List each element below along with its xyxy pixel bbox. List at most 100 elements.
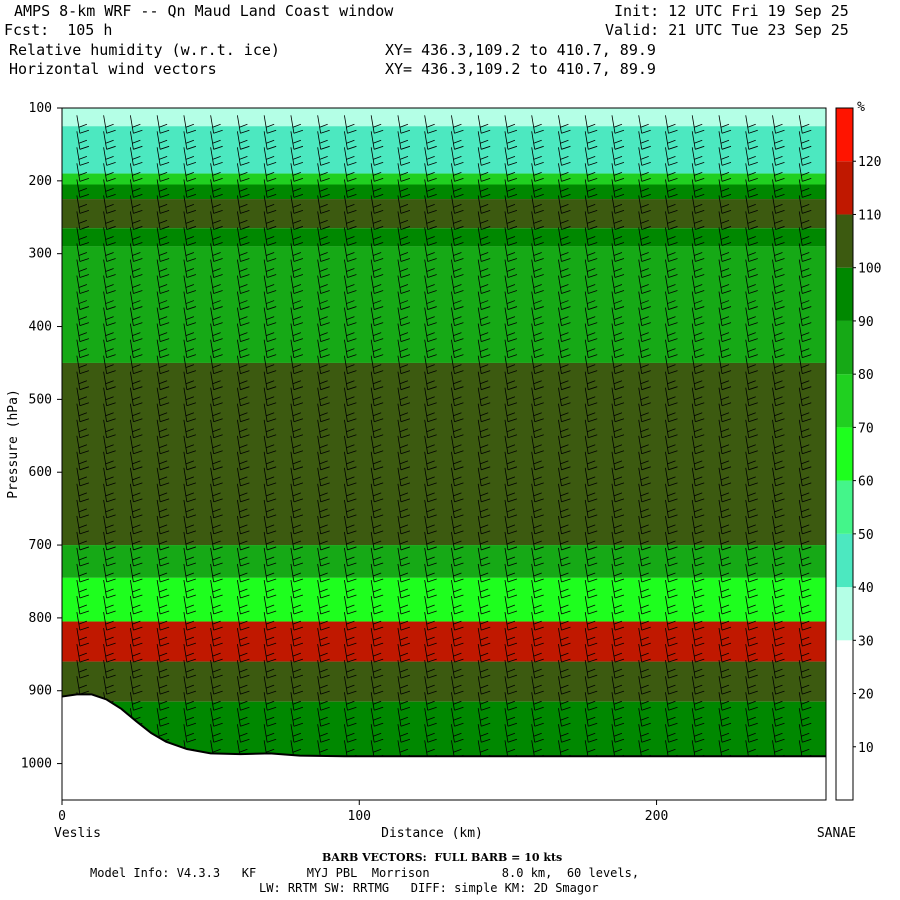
wind-barb bbox=[183, 660, 197, 679]
wind-barb bbox=[691, 483, 705, 503]
wind-barb bbox=[691, 419, 705, 439]
wind-barb bbox=[745, 563, 758, 583]
wind-barb bbox=[558, 451, 571, 471]
wind-barb bbox=[477, 531, 491, 551]
wind-barb bbox=[558, 628, 571, 647]
wind-barb bbox=[691, 467, 705, 487]
wind-barb bbox=[745, 307, 758, 326]
wind-barb bbox=[584, 227, 598, 246]
wind-barb bbox=[718, 355, 732, 375]
wind-barb bbox=[129, 547, 143, 567]
wind-barb bbox=[611, 547, 625, 567]
wind-barb bbox=[344, 227, 357, 246]
wind-barb bbox=[290, 419, 304, 439]
wind-barb bbox=[183, 419, 197, 439]
wind-barb bbox=[504, 387, 518, 407]
wind-barb bbox=[798, 291, 812, 310]
wind-barb bbox=[745, 467, 758, 487]
wind-barb bbox=[584, 676, 598, 695]
wind-barb bbox=[236, 467, 250, 487]
wind-barb bbox=[477, 515, 491, 535]
wind-barb bbox=[531, 419, 544, 439]
wind-barb bbox=[210, 403, 223, 423]
wind-barb bbox=[397, 195, 411, 214]
wind-barb bbox=[210, 227, 223, 246]
wind-barb bbox=[504, 115, 518, 134]
wind-barb bbox=[156, 275, 170, 294]
wind-barb bbox=[558, 163, 571, 182]
wind-barb bbox=[370, 451, 384, 471]
wind-barb bbox=[451, 387, 464, 407]
wind-barb bbox=[584, 275, 598, 294]
wind-barb bbox=[772, 147, 785, 166]
x-right-end-label: SANAE bbox=[817, 826, 856, 841]
wind-barb bbox=[584, 515, 598, 535]
wind-barb bbox=[370, 499, 384, 519]
wind-barb bbox=[397, 307, 411, 326]
wind-barb bbox=[263, 259, 277, 278]
wind-barb bbox=[236, 483, 250, 503]
wind-barb bbox=[451, 515, 464, 535]
wind-barb bbox=[317, 644, 330, 663]
wind-barb bbox=[718, 708, 732, 727]
wind-barb bbox=[638, 131, 651, 150]
wind-barb bbox=[370, 595, 384, 615]
rh-band bbox=[62, 545, 826, 578]
wind-barb bbox=[798, 692, 812, 711]
wind-barb bbox=[397, 243, 411, 262]
wind-barb bbox=[558, 547, 571, 567]
wind-barb bbox=[397, 115, 411, 134]
wind-barb bbox=[156, 179, 170, 198]
wind-barb bbox=[665, 387, 678, 407]
wind-barb bbox=[451, 163, 464, 182]
wind-barb bbox=[129, 195, 143, 214]
wind-barb bbox=[477, 275, 491, 294]
wind-barb bbox=[584, 179, 598, 198]
wind-barb bbox=[183, 131, 197, 150]
wind-barb bbox=[129, 612, 143, 631]
wind-barb bbox=[236, 676, 250, 695]
wind-barb bbox=[103, 483, 116, 503]
wind-barb bbox=[531, 676, 544, 695]
wind-barb bbox=[558, 660, 571, 679]
wind-barb bbox=[718, 307, 732, 326]
wind-barb bbox=[317, 419, 330, 439]
wind-barb bbox=[691, 291, 705, 310]
wind-barb bbox=[183, 195, 197, 214]
wind-barb bbox=[397, 563, 411, 583]
wind-barb bbox=[129, 227, 143, 246]
wind-barb bbox=[638, 595, 651, 615]
wind-barb bbox=[772, 323, 785, 342]
wind-barb bbox=[424, 676, 437, 695]
wind-barb bbox=[638, 579, 651, 599]
wind-barb bbox=[611, 115, 625, 134]
wind-barb bbox=[397, 451, 411, 471]
wind-barb bbox=[558, 419, 571, 439]
wind-barb bbox=[745, 515, 758, 535]
wind-barb bbox=[451, 259, 464, 278]
wind-barb bbox=[718, 163, 732, 182]
wind-barb bbox=[156, 339, 170, 359]
wind-barb bbox=[76, 147, 89, 166]
wind-barb bbox=[504, 563, 518, 583]
wind-barb bbox=[504, 371, 518, 391]
wind-barb bbox=[558, 612, 571, 631]
wind-barb bbox=[798, 339, 812, 359]
wind-barb bbox=[290, 531, 304, 551]
wind-barb bbox=[451, 195, 464, 214]
colorbar-swatch bbox=[836, 427, 853, 481]
wind-barb bbox=[584, 708, 598, 727]
wind-barb bbox=[317, 708, 330, 727]
wind-barb bbox=[558, 644, 571, 663]
wind-barb bbox=[558, 579, 571, 599]
wind-barb bbox=[129, 355, 143, 375]
wind-barb bbox=[611, 595, 625, 615]
wind-barb bbox=[183, 563, 197, 583]
wind-barb bbox=[263, 692, 277, 711]
wind-barb bbox=[344, 467, 357, 487]
wind-barb bbox=[263, 243, 277, 262]
wind-barb bbox=[611, 355, 625, 375]
wind-barb bbox=[691, 227, 705, 246]
wind-barb bbox=[531, 323, 544, 342]
colorbar-swatch bbox=[836, 161, 853, 215]
